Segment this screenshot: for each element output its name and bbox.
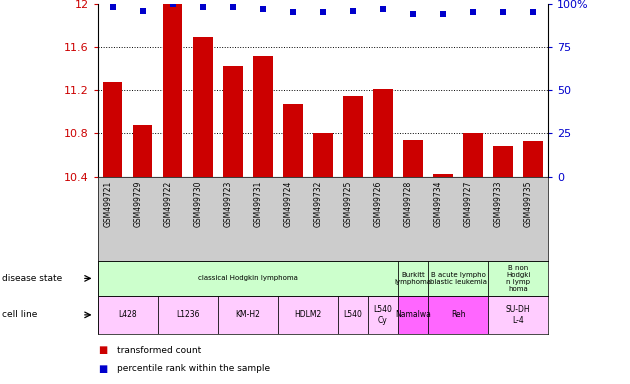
Text: GSM499733: GSM499733: [494, 181, 503, 227]
Point: [108, 4, 118, 10]
Text: B non
Hodgki
n lymp
homa: B non Hodgki n lymp homa: [506, 265, 530, 292]
Point: [438, 11, 448, 17]
Bar: [428, 261, 488, 296]
Text: disease state: disease state: [2, 274, 62, 283]
Bar: [253, 56, 273, 177]
Point: [348, 8, 358, 14]
Bar: [433, 174, 453, 177]
Bar: [98, 296, 158, 334]
Bar: [218, 296, 278, 334]
Text: GSM499722: GSM499722: [164, 181, 173, 227]
Text: L540
Cy: L540 Cy: [374, 305, 392, 324]
Point: [198, 4, 208, 10]
Bar: [428, 296, 488, 334]
Text: Reh: Reh: [450, 310, 466, 319]
Point: [468, 10, 478, 16]
Bar: [338, 296, 368, 334]
Text: GSM499735: GSM499735: [524, 181, 533, 227]
Text: classical Hodgkin lymphoma: classical Hodgkin lymphoma: [198, 275, 298, 281]
Text: SU-DH
L-4: SU-DH L-4: [506, 305, 530, 324]
Text: GSM499734: GSM499734: [434, 181, 443, 227]
Text: L1236: L1236: [176, 310, 200, 319]
Bar: [278, 296, 338, 334]
Text: GSM499727: GSM499727: [464, 181, 473, 227]
Text: B acute lympho
blastic leukemia: B acute lympho blastic leukemia: [430, 272, 486, 285]
Text: GSM499723: GSM499723: [224, 181, 233, 227]
Bar: [283, 104, 302, 177]
Text: GSM499730: GSM499730: [194, 181, 203, 227]
Point: [318, 10, 328, 16]
Text: GSM499729: GSM499729: [134, 181, 142, 227]
Bar: [403, 140, 423, 177]
Bar: [193, 37, 212, 177]
Text: cell line: cell line: [2, 310, 37, 319]
Text: L540: L540: [343, 310, 362, 319]
Text: KM-H2: KM-H2: [236, 310, 260, 319]
Bar: [524, 141, 543, 177]
Text: GSM499721: GSM499721: [104, 181, 113, 227]
Bar: [133, 125, 152, 177]
Point: [288, 10, 298, 16]
Bar: [343, 96, 363, 177]
Point: [258, 6, 268, 12]
Point: [228, 4, 238, 10]
Bar: [158, 296, 218, 334]
Point: [168, 1, 178, 7]
Text: ■: ■: [98, 364, 107, 374]
Bar: [103, 82, 122, 177]
Bar: [463, 134, 483, 177]
Text: GSM499731: GSM499731: [254, 181, 263, 227]
Text: percentile rank within the sample: percentile rank within the sample: [117, 364, 270, 373]
Bar: [398, 261, 428, 296]
Text: GSM499728: GSM499728: [404, 181, 413, 227]
Point: [408, 11, 418, 17]
Bar: [493, 146, 513, 177]
Text: GSM499732: GSM499732: [314, 181, 323, 227]
Bar: [163, 4, 183, 177]
Point: [498, 10, 508, 16]
Text: HDLM2: HDLM2: [294, 310, 321, 319]
Text: GSM499724: GSM499724: [284, 181, 293, 227]
Text: GSM499726: GSM499726: [374, 181, 383, 227]
Point: [137, 8, 147, 14]
Bar: [223, 66, 243, 177]
Text: ■: ■: [98, 345, 107, 355]
Bar: [313, 134, 333, 177]
Bar: [98, 261, 398, 296]
Text: L428: L428: [118, 310, 137, 319]
Bar: [368, 296, 398, 334]
Bar: [488, 296, 548, 334]
Bar: [373, 89, 392, 177]
Text: Burkitt
lymphoma: Burkitt lymphoma: [394, 272, 432, 285]
Text: Namalwa: Namalwa: [395, 310, 431, 319]
Text: transformed count: transformed count: [117, 346, 201, 355]
Bar: [488, 261, 548, 296]
Text: GSM499725: GSM499725: [344, 181, 353, 227]
Point: [378, 6, 388, 12]
Bar: [398, 296, 428, 334]
Point: [528, 10, 538, 16]
